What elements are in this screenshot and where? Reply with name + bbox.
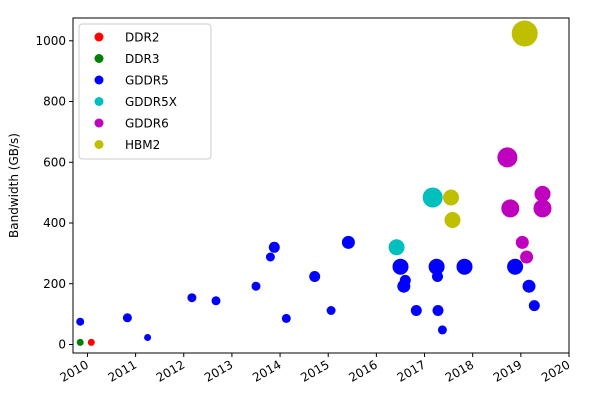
- x-tick-label: 2013: [202, 357, 235, 384]
- point-gddr5-20: [456, 258, 473, 275]
- legend-marker: [94, 140, 104, 149]
- point-gddr5x-0: [388, 239, 405, 256]
- point-gddr5-2: [144, 334, 152, 341]
- point-gddr5-10: [326, 306, 336, 315]
- x-tick-label: 2011: [106, 357, 139, 384]
- x-tick-label: 2014: [250, 357, 283, 384]
- point-gddr5-11: [341, 235, 355, 249]
- legend-item-ddr3: DDR3: [94, 52, 159, 66]
- y-tick-label: 1000: [35, 34, 66, 48]
- point-gddr5-21: [507, 258, 524, 275]
- point-ddr2-0: [87, 338, 95, 346]
- legend-marker: [94, 75, 104, 85]
- legend: DDR2 DDR3 GDDR5 GDDR5X GDDR6 HBM2: [78, 23, 212, 160]
- point-gddr5-7: [268, 241, 280, 253]
- y-tick-label: 0: [58, 337, 66, 351]
- legend-marker: [94, 54, 104, 63]
- legend-label: HBM2: [125, 138, 160, 152]
- x-tick-label: 2015: [298, 357, 331, 384]
- point-gddr6-3: [520, 250, 534, 264]
- legend-item-hbm2: HBM2: [94, 138, 160, 152]
- x-tick-label: 2018: [443, 357, 476, 384]
- legend-label: GDDR5: [125, 74, 169, 88]
- x-tick-label: 2010: [57, 357, 90, 384]
- legend-item-gddr5x: GDDR5X: [94, 95, 177, 109]
- legend-label: GDDR5X: [125, 95, 177, 109]
- point-gddr6-5: [533, 199, 552, 218]
- legend-marker: [94, 97, 104, 106]
- legend-item-gddr6: GDDR6: [94, 117, 169, 131]
- point-hbm2-0: [443, 189, 459, 206]
- legend-label: GDDR6: [125, 117, 169, 131]
- point-gddr5-16: [428, 258, 445, 275]
- legend-marker: [94, 118, 104, 128]
- x-tick-label: 2020: [539, 357, 572, 384]
- point-gddr5-19: [437, 325, 447, 335]
- x-tick-label: 2016: [346, 357, 379, 384]
- point-gddr5-1: [122, 313, 132, 323]
- legend-label: DDR2: [125, 31, 159, 45]
- point-gddr5-14: [399, 274, 411, 286]
- point-ddr3-0: [76, 338, 84, 346]
- point-gddr5-23: [528, 300, 540, 312]
- point-gddr6-1: [501, 199, 520, 218]
- point-gddr5-0: [76, 317, 85, 326]
- series-gddr5x: [388, 187, 443, 256]
- y-tick-label: 800: [43, 95, 66, 109]
- series-ddr3: [76, 338, 84, 346]
- point-gddr5-9: [309, 271, 321, 282]
- x-tick-label: 2017: [395, 357, 428, 384]
- legend-item-gddr5: GDDR5: [94, 74, 169, 88]
- point-gddr5-3: [187, 293, 197, 303]
- point-gddr5-15: [410, 305, 422, 316]
- point-gddr6-4: [534, 185, 551, 202]
- point-gddr5-5: [251, 281, 261, 291]
- point-gddr5-6: [265, 252, 275, 262]
- point-gddr5-17: [432, 271, 443, 282]
- point-gddr5x-1: [422, 187, 443, 208]
- point-gddr5-8: [281, 313, 291, 323]
- y-tick-label: 400: [43, 216, 66, 230]
- legend-item-ddr2: DDR2: [94, 31, 159, 45]
- legend-marker: [94, 32, 104, 42]
- y-axis-title: Bandwidth (GB/s): [7, 133, 21, 238]
- y-tick-label: 200: [43, 277, 66, 291]
- point-gddr5-4: [211, 296, 221, 306]
- x-tick-label: 2019: [491, 357, 524, 384]
- series-gddr5: [76, 235, 540, 341]
- y-tick-label: 600: [43, 155, 66, 169]
- plot-area: [76, 20, 552, 346]
- series-ddr2: [87, 338, 95, 346]
- point-gddr6-0: [497, 147, 518, 168]
- point-hbm2-1: [444, 212, 461, 228]
- plot-frame: [72, 17, 570, 354]
- point-gddr5-22: [522, 279, 536, 293]
- series-gddr6: [497, 147, 552, 264]
- legend-box: [78, 23, 212, 160]
- series-hbm2: [443, 20, 538, 228]
- point-hbm2-2: [511, 20, 538, 47]
- legend-label: DDR3: [125, 52, 159, 66]
- point-gddr5-18: [432, 305, 444, 316]
- point-gddr6-2: [515, 235, 529, 249]
- x-tick-label: 2012: [154, 357, 187, 384]
- point-gddr5-12: [392, 258, 409, 275]
